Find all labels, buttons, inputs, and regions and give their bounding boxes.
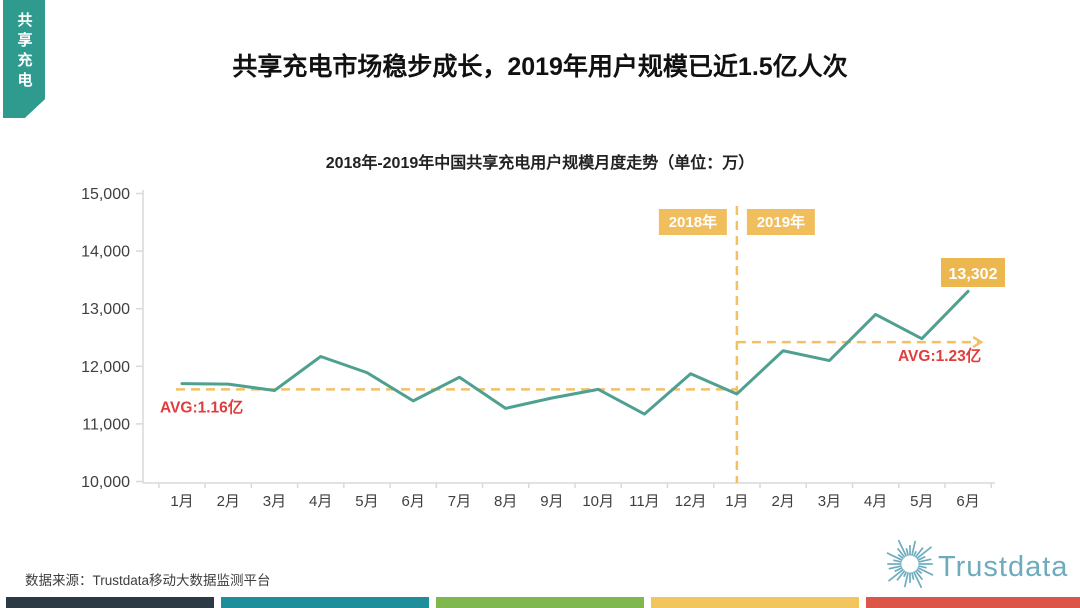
data-source-text: 数据来源：Trustdata移动大数据监测平台 [25, 573, 271, 588]
side-tab-shared-charging: 共享充电 [3, 0, 45, 118]
trustdata-sunburst-icon [886, 539, 934, 589]
trustdata-logo: Trustdata [882, 536, 1077, 594]
svg-text:11月: 11月 [629, 493, 660, 510]
svg-text:7月: 7月 [448, 493, 471, 510]
svg-text:4月: 4月 [864, 493, 887, 510]
svg-text:5月: 5月 [355, 493, 378, 510]
svg-text:AVG:1.16亿: AVG:1.16亿 [160, 397, 243, 416]
page-title: 共享充电市场稳步成长，2019年用户规模已近1.5亿人次 [232, 53, 848, 81]
svg-text:4月: 4月 [309, 493, 332, 510]
svg-text:15,000: 15,000 [81, 186, 130, 203]
svg-text:1月: 1月 [170, 493, 193, 510]
side-tab-label: 共享充电 [15, 12, 33, 92]
svg-text:11,000: 11,000 [82, 416, 130, 433]
svg-text:10,000: 10,000 [81, 474, 130, 491]
chart-title: 2018年-2019年中国共享充电用户规模月度走势（单位：万） [325, 155, 755, 172]
bottom-bar-segment [866, 597, 1080, 608]
svg-text:12,000: 12,000 [81, 359, 130, 376]
svg-text:2018年: 2018年 [669, 213, 717, 231]
svg-text:3月: 3月 [818, 493, 841, 510]
svg-text:AVG:1.23亿: AVG:1.23亿 [898, 346, 981, 365]
svg-text:2月: 2月 [217, 493, 240, 510]
svg-text:13,000: 13,000 [81, 301, 130, 318]
svg-text:1月: 1月 [725, 493, 748, 510]
svg-text:2019年: 2019年 [757, 213, 805, 231]
svg-text:5月: 5月 [910, 493, 933, 510]
svg-text:8月: 8月 [494, 493, 517, 510]
svg-text:14,000: 14,000 [81, 244, 130, 261]
svg-text:6月: 6月 [956, 493, 979, 510]
svg-text:3月: 3月 [263, 493, 286, 510]
svg-text:13,302: 13,302 [949, 266, 998, 283]
svg-text:2月: 2月 [771, 493, 794, 510]
svg-text:9月: 9月 [540, 493, 563, 510]
bottom-bar-segment [651, 597, 859, 608]
svg-text:6月: 6月 [402, 493, 425, 510]
bottom-color-bars [0, 597, 1080, 608]
svg-text:10月: 10月 [582, 493, 614, 510]
bottom-bar-segment [221, 597, 429, 608]
svg-text:12月: 12月 [675, 493, 707, 510]
bottom-bar-segment [6, 597, 214, 608]
trustdata-logo-text: Trustdata [938, 551, 1069, 583]
bottom-bar-segment [436, 597, 644, 608]
